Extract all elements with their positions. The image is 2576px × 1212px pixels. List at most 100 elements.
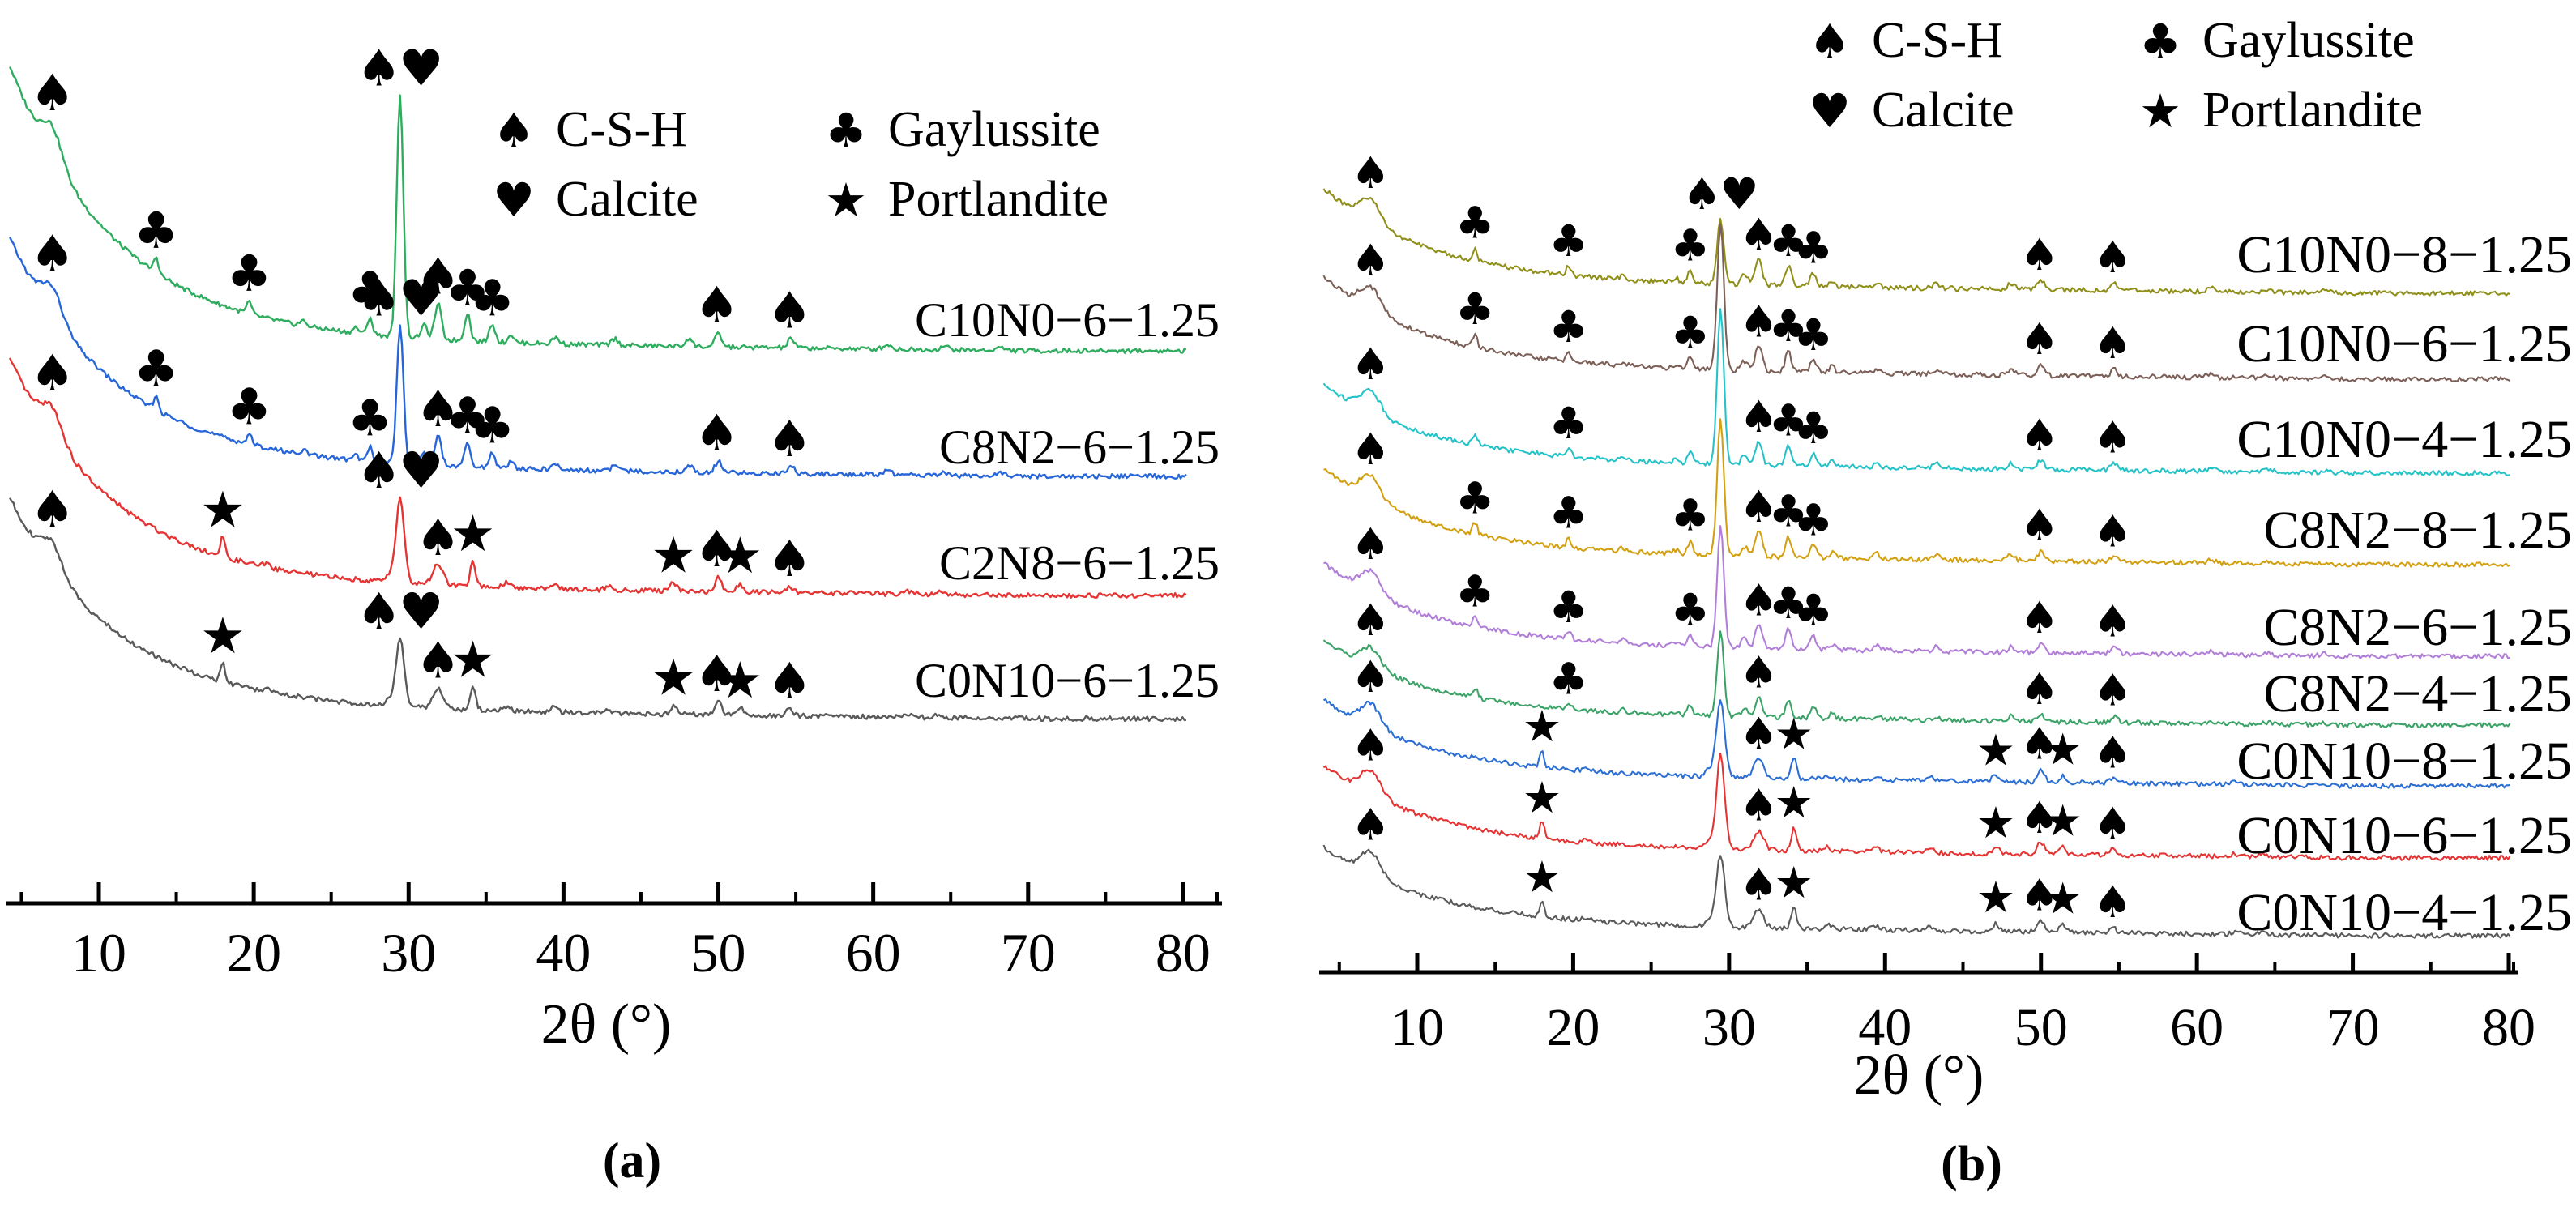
star-marker-icon: ★ <box>1976 872 2015 923</box>
tick-label-70: 70 <box>2326 998 2380 1057</box>
club-marker-icon: ♣ <box>348 388 393 447</box>
star-marker-icon: ★ <box>451 629 496 689</box>
club-marker-icon: ♣ <box>1671 584 1710 635</box>
spade-marker-icon: ♠ <box>357 39 402 98</box>
spade-icon: ♠ <box>493 102 535 158</box>
legend-item-portlandite-a: ★ Portlandite <box>825 173 1109 226</box>
club-marker-icon: ♣ <box>227 244 272 303</box>
tick-label-60: 60 <box>2170 998 2224 1057</box>
heart-marker-icon: ♥ <box>399 582 444 641</box>
spade-icon: ♠ <box>1809 13 1851 69</box>
xrd-trace-C0N10−6−1.25 <box>1322 752 2511 861</box>
club-marker-icon: ♣ <box>1671 220 1710 271</box>
spade-marker-icon: ♠ <box>416 631 461 690</box>
heart-marker-icon: ♥ <box>399 269 444 328</box>
tick-label-10: 10 <box>1391 998 1444 1057</box>
heart-icon: ♥ <box>1809 83 1851 139</box>
spade-marker-icon: ♠ <box>767 409 813 468</box>
club-marker-icon: ♣ <box>1769 486 1808 537</box>
xrd-trace-C0N10−6−1.25 <box>9 497 1186 723</box>
tick-label-50: 50 <box>2014 998 2068 1057</box>
series-label-C0N10−8−1.25: C0N10−8−1.25 <box>2236 732 2572 791</box>
spade-marker-icon: ♠ <box>416 508 461 567</box>
legend-item-gaylussite-b: ♣ Gaylussite <box>2139 13 2415 69</box>
spade-marker-icon: ♠ <box>694 275 740 335</box>
xrd-trace-C10N0−6−1.25 <box>9 66 1187 354</box>
club-marker-icon: ♣ <box>227 378 272 437</box>
spade-marker-icon: ♠ <box>2020 500 2059 551</box>
club-marker-icon: ♣ <box>1794 585 1833 636</box>
spade-marker-icon: ♠ <box>1351 519 1390 570</box>
series-label-C10N0−8−1.25: C10N0−8−1.25 <box>2236 225 2572 284</box>
spade-marker-icon: ♠ <box>2020 229 2059 280</box>
heart-icon: ♥ <box>493 172 535 228</box>
spade-marker-icon: ♠ <box>2093 506 2132 557</box>
legend-item-portlandite-b: ★ Portlandite <box>2139 83 2424 139</box>
heart-marker-icon: ♥ <box>1719 169 1758 220</box>
club-marker-icon: ♣ <box>1794 494 1833 545</box>
star-marker-icon: ★ <box>718 651 763 710</box>
tick-label-80: 80 <box>2482 998 2535 1057</box>
star-marker-icon: ★ <box>2043 873 2082 924</box>
club-icon: ♣ <box>2139 13 2181 69</box>
panel-a-letter: (a) <box>602 1133 662 1189</box>
club-marker-icon: ♣ <box>1549 582 1587 633</box>
spade-marker-icon: ♠ <box>1351 235 1390 286</box>
star-marker-icon: ★ <box>651 526 696 585</box>
club-marker-icon: ♣ <box>1549 654 1587 705</box>
spade-marker-icon: ♠ <box>2020 314 2059 365</box>
spade-marker-icon: ♠ <box>357 441 402 500</box>
tick-label-80: 80 <box>1155 922 1211 984</box>
tick-label-10: 10 <box>71 922 126 984</box>
star-marker-icon: ★ <box>1774 857 1813 908</box>
spade-marker-icon: ♠ <box>1739 481 1778 532</box>
legend-label-portlandite: Portlandite <box>888 172 1109 227</box>
spade-marker-icon: ♠ <box>2093 232 2132 283</box>
spade-marker-icon: ♠ <box>1351 651 1390 702</box>
club-marker-icon: ♣ <box>470 268 515 327</box>
tick-label-20: 20 <box>226 922 282 984</box>
club-marker-icon: ♣ <box>1549 216 1587 267</box>
xrd-trace-C8N2−4−1.25 <box>1322 630 2511 728</box>
spade-marker-icon: ♠ <box>357 269 402 328</box>
star-icon: ★ <box>825 172 867 228</box>
club-marker-icon: ♣ <box>1455 198 1494 249</box>
series-label-C10N0−6−1.25: C10N0−6−1.25 <box>914 293 1220 347</box>
spade-marker-icon: ♠ <box>30 480 75 539</box>
series-label-C8N2−6−1.25: C8N2−6−1.25 <box>938 420 1220 474</box>
spade-marker-icon: ♠ <box>2093 877 2132 928</box>
star-marker-icon: ★ <box>200 480 246 539</box>
star-icon: ★ <box>2139 83 2181 139</box>
spade-marker-icon: ♠ <box>2020 792 2059 843</box>
spade-marker-icon: ♠ <box>1351 595 1390 646</box>
club-marker-icon: ♣ <box>1794 403 1833 454</box>
series-label-C0N10−6−1.25: C0N10−6−1.25 <box>914 654 1220 707</box>
spade-marker-icon: ♠ <box>2093 596 2132 647</box>
spade-marker-icon: ♠ <box>416 379 461 438</box>
legend-label-calcite: Calcite <box>556 172 698 227</box>
spade-marker-icon: ♠ <box>30 344 75 403</box>
club-marker-icon: ♣ <box>348 261 393 320</box>
tick-label-70: 70 <box>1000 922 1056 984</box>
legend-label-portlandite: Portlandite <box>2202 83 2424 138</box>
spade-marker-icon: ♠ <box>767 529 813 588</box>
spade-marker-icon: ♠ <box>30 224 75 284</box>
star-marker-icon: ★ <box>1523 851 1561 903</box>
xrd-trace-C10N0−6−1.25 <box>1322 223 2510 382</box>
club-marker-icon: ♣ <box>1671 490 1710 541</box>
spade-marker-icon: ♠ <box>1739 297 1778 348</box>
spade-marker-icon: ♠ <box>2020 664 2059 715</box>
spade-marker-icon: ♠ <box>694 403 740 463</box>
series-label-C0N10−6−1.25: C0N10−6−1.25 <box>2236 806 2572 865</box>
tick-label-40: 40 <box>1858 998 1912 1057</box>
spade-marker-icon: ♠ <box>1739 780 1778 831</box>
spade-marker-icon: ♠ <box>1682 169 1721 220</box>
spade-marker-icon: ♠ <box>30 63 75 122</box>
tick-label-40: 40 <box>536 922 592 984</box>
series-label-C2N8−6−1.25: C2N8−6−1.25 <box>938 536 1220 590</box>
heart-marker-icon: ♥ <box>399 441 444 500</box>
star-marker-icon: ★ <box>2043 795 2082 846</box>
club-marker-icon: ♣ <box>1549 301 1587 352</box>
star-marker-icon: ★ <box>1774 777 1813 828</box>
